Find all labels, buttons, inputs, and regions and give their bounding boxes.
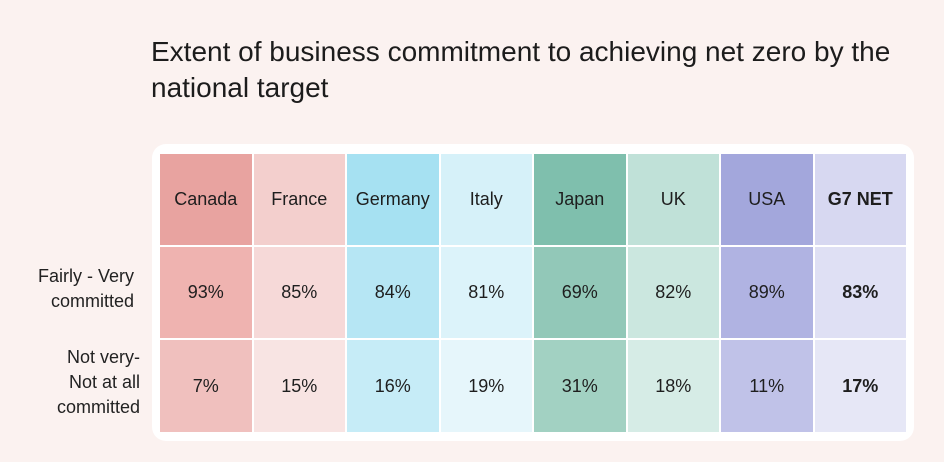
row-label-committed: Fairly - Very committed: [38, 264, 134, 314]
header-cell-uk: UK: [627, 154, 719, 245]
header-cell-germany: Germany: [347, 154, 439, 245]
value-cell-not-committed-usa: 11%: [721, 340, 813, 432]
value-cell-not-committed-japan: 31%: [534, 340, 626, 432]
header-cell-japan: Japan: [534, 154, 626, 245]
value-cell-committed-uk: 82%: [627, 247, 719, 338]
commitment-table: Canada France Germany Italy Japan UK USA…: [160, 154, 906, 432]
chart-title: Extent of business commitment to achievi…: [151, 36, 891, 103]
value-cell-not-committed-germany: 16%: [347, 340, 439, 432]
header-cell-usa: USA: [721, 154, 813, 245]
row-label-line: committed: [56, 397, 140, 417]
value-cell-committed-germany: 84%: [347, 247, 439, 338]
value-cell-committed-usa: 89%: [721, 247, 813, 338]
row-label-not-committed: Not very- Not at all committed: [57, 345, 140, 420]
value-cell-committed-g7-net: 83%: [814, 247, 906, 338]
value-cell-committed-japan: 69%: [534, 247, 626, 338]
value-cell-not-committed-canada: 7%: [160, 340, 252, 432]
value-cell-committed-france: 85%: [253, 247, 345, 338]
value-cell-not-committed-uk: 18%: [627, 340, 719, 432]
header-cell-canada: Canada: [160, 154, 252, 245]
value-cell-not-committed-france: 15%: [253, 340, 345, 432]
value-cell-committed-canada: 93%: [160, 247, 252, 338]
value-cell-not-committed-g7-net: 17%: [814, 340, 906, 432]
row-label-line: Not very-: [66, 347, 140, 367]
header-cell-g7-net: G7 NET: [814, 154, 906, 245]
row-label-line: committed: [50, 291, 134, 311]
value-cell-not-committed-italy: 19%: [440, 340, 532, 432]
row-label-line: Not at all: [68, 372, 140, 392]
row-label-line: Fairly - Very: [37, 266, 134, 286]
header-cell-france: France: [253, 154, 345, 245]
header-cell-italy: Italy: [440, 154, 532, 245]
value-cell-committed-italy: 81%: [440, 247, 532, 338]
